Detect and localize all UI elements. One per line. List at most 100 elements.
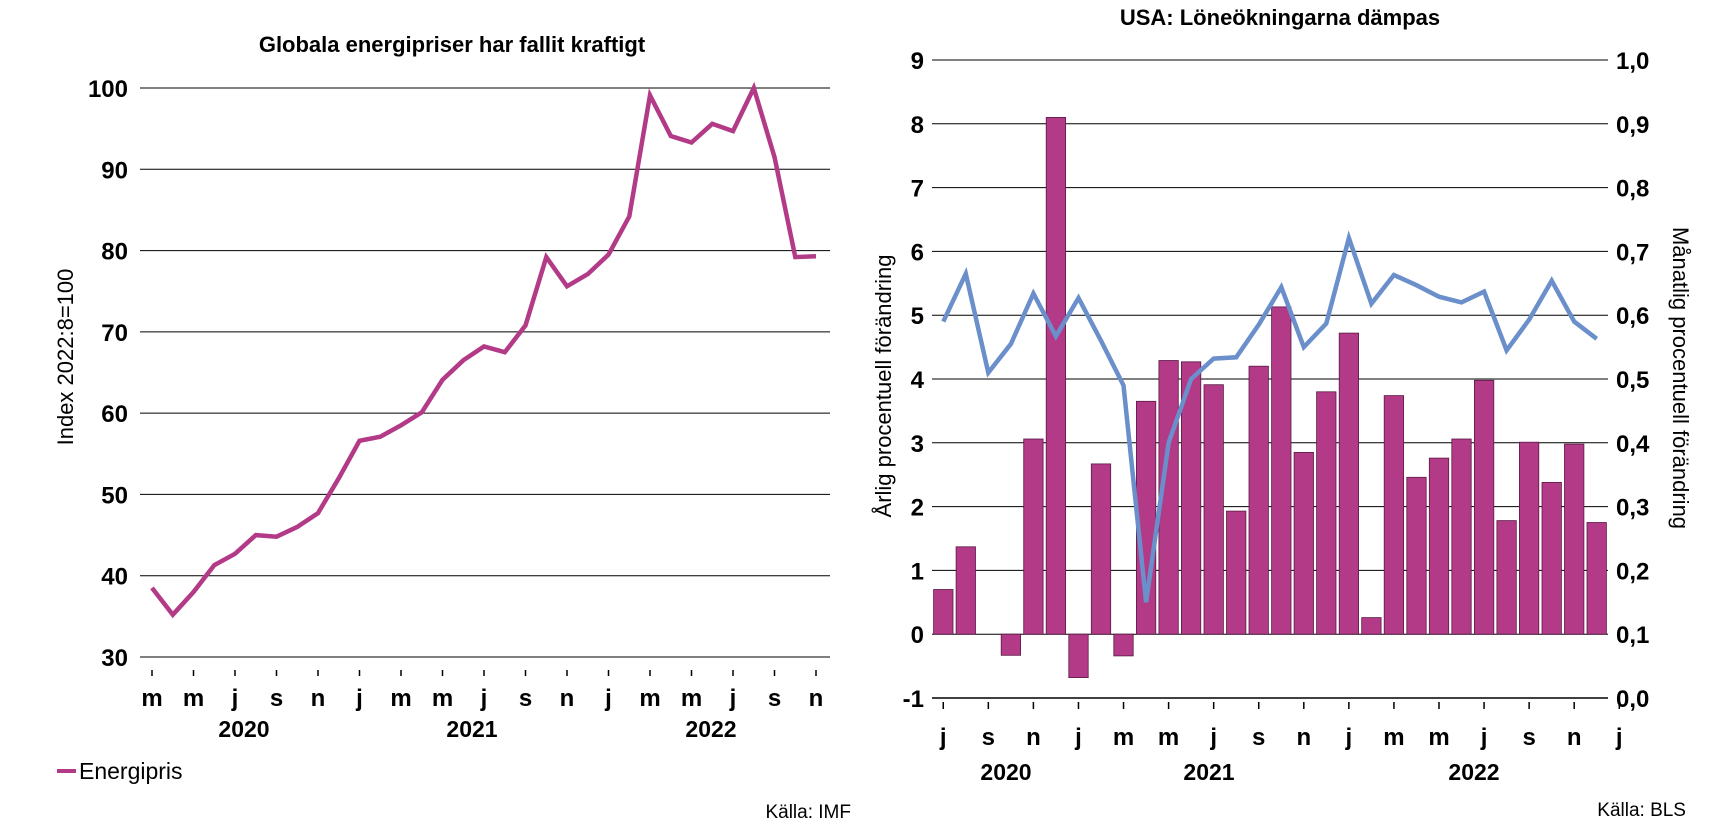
right-source-note: Källa: BLS	[1597, 800, 1686, 821]
left-y-tick-labels: 100 90 80 70 60 50 40 30	[88, 76, 128, 672]
left-y-tick-label: 80	[101, 239, 128, 266]
left-year-label: 2020	[218, 716, 269, 742]
bar	[1338, 332, 1359, 635]
right-x-tick-label: j	[1345, 724, 1353, 751]
right-x-tick-label: j	[1480, 724, 1488, 751]
right-year-label: 2020	[980, 759, 1031, 785]
left-x-tick-label: s	[519, 685, 532, 712]
right-left-y-tick-label: 7	[911, 176, 924, 203]
left-x-tick-label: m	[141, 685, 162, 712]
left-x-tick-label: s	[768, 685, 781, 712]
right-x-tick-label: s	[1522, 724, 1535, 751]
bar	[1586, 522, 1607, 635]
bar	[1519, 441, 1540, 635]
right-line-series	[941, 230, 1599, 603]
left-x-tick-label: j	[231, 685, 239, 712]
bar	[1564, 443, 1585, 635]
right-right-y-axis-label: Månatlig procentuell förändring	[1668, 227, 1693, 529]
bar	[1361, 617, 1382, 635]
left-x-axis	[151, 670, 817, 676]
right-x-tick-label: j	[1074, 724, 1082, 751]
monthly-change-line	[941, 230, 1599, 603]
right-right-y-tick-labels: 1,0 0,9 0,8 0,7 0,6 0,5 0,4 0,3 0,2 0,1 0,0	[1616, 48, 1650, 713]
bar	[1496, 520, 1517, 635]
left-y-tick-label: 90	[101, 157, 128, 184]
left-year-labels: 2020 2021 2022	[218, 716, 736, 742]
right-right-y-tick-label: 0,5	[1616, 367, 1649, 394]
right-x-tick-label: m	[1113, 724, 1134, 751]
right-right-y-tick-label: 0,7	[1616, 239, 1649, 266]
left-year-label: 2022	[685, 716, 736, 742]
left-y-tick-label: 70	[101, 320, 128, 347]
right-x-tick-label: s	[982, 724, 995, 751]
bar	[1248, 365, 1269, 635]
right-x-tick-label: j	[939, 724, 947, 751]
bar	[1203, 384, 1224, 635]
bar	[1316, 391, 1337, 635]
right-chart-title: USA: Löneökningarna dämpas	[1120, 5, 1440, 30]
right-year-labels: 2020 2021 2022	[980, 759, 1499, 785]
left-x-tick-label: m	[390, 685, 411, 712]
right-x-tick-label: m	[1158, 724, 1179, 751]
left-series	[150, 81, 817, 619]
bar	[1451, 438, 1472, 635]
right-left-y-tick-label: 5	[911, 303, 924, 330]
bar	[1000, 633, 1022, 656]
right-right-y-tick-label: 0,6	[1616, 303, 1649, 330]
left-year-label: 2021	[446, 716, 497, 742]
bar	[1428, 457, 1450, 635]
right-left-y-tick-label: 9	[911, 48, 924, 75]
right-left-y-tick-label: 6	[911, 239, 924, 266]
left-gridlines	[140, 87, 830, 658]
left-x-tick-label: s	[270, 685, 283, 712]
left-x-tick-label: j	[355, 685, 363, 712]
left-x-tick-label: j	[729, 685, 737, 712]
right-right-y-tick-label: 0,9	[1616, 112, 1649, 139]
left-y-tick-label: 50	[101, 482, 128, 509]
bar	[1181, 361, 1202, 635]
right-x-tick-label: j	[1615, 724, 1623, 751]
right-left-y-tick-label: 3	[911, 431, 924, 458]
right-bar-series	[933, 117, 1607, 679]
right-right-y-tick-label: 0,0	[1616, 686, 1649, 713]
left-y-axis-label: Index 2022:8=100	[53, 269, 78, 446]
bar	[1293, 451, 1314, 635]
right-x-tick-label: n	[1567, 724, 1582, 751]
right-year-label: 2022	[1448, 759, 1499, 785]
legend: Energipris	[57, 758, 183, 784]
right-x-tick-label: m	[1383, 724, 1404, 751]
right-left-y-tick-label: 2	[911, 495, 924, 522]
right-left-y-tick-label: -1	[903, 686, 924, 713]
bar	[1023, 438, 1044, 635]
left-x-tick-label: m	[183, 685, 204, 712]
right-x-tick-label: m	[1428, 724, 1449, 751]
left-x-tick-label: n	[809, 685, 824, 712]
legend-label-energipris: Energipris	[79, 758, 183, 784]
right-left-y-tick-label: 0	[911, 622, 924, 649]
left-x-tick-label: m	[432, 685, 453, 712]
bar	[1113, 633, 1134, 657]
left-y-tick-label: 30	[101, 645, 128, 672]
right-x-axis	[932, 697, 1621, 709]
left-y-tick-label: 60	[101, 401, 128, 428]
bar	[955, 546, 976, 635]
bar	[1045, 117, 1066, 635]
right-left-y-tick-label: 1	[911, 558, 924, 585]
right-x-tick-label: s	[1252, 724, 1265, 751]
left-x-tick-label: n	[560, 685, 575, 712]
bar	[1406, 476, 1427, 635]
left-x-tick-label: m	[639, 685, 660, 712]
bar	[933, 589, 954, 635]
energipris-line	[150, 81, 817, 619]
right-left-y-tick-label: 8	[911, 112, 924, 139]
right-chart: USA: Löneökningarna dämpas 9876543210-1 …	[871, 5, 1693, 821]
left-x-tick-label: n	[311, 685, 326, 712]
right-left-y-tick-label: 4	[911, 367, 925, 394]
left-y-tick-label: 40	[101, 564, 128, 591]
bar	[1090, 463, 1112, 635]
right-right-y-tick-label: 0,2	[1616, 558, 1649, 585]
right-left-y-tick-labels: 9 8 7 6 5 4 3 2 1 0 -1	[903, 48, 925, 713]
bar	[1226, 510, 1247, 635]
